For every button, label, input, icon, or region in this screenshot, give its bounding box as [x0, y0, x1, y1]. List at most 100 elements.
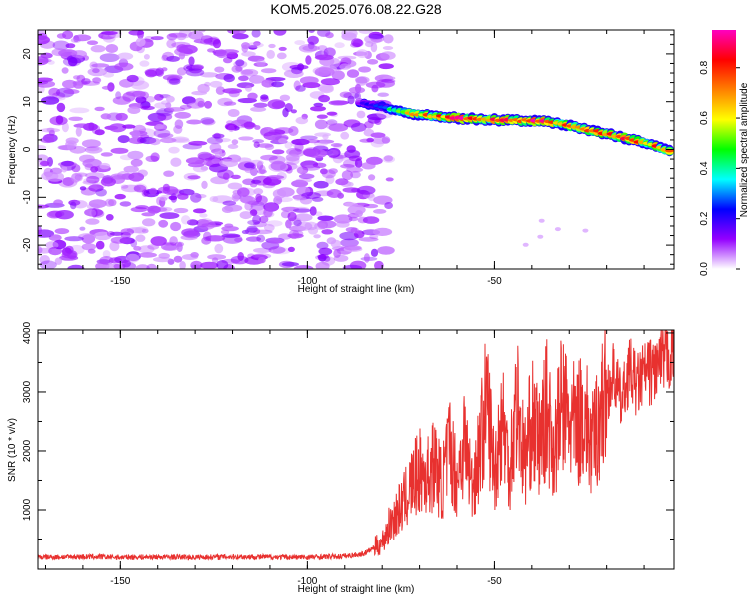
noise-cell	[169, 236, 178, 246]
noise-cell	[293, 265, 314, 269]
noise-cell	[71, 50, 87, 59]
noise-cell	[385, 177, 394, 182]
noise-cell	[356, 110, 366, 119]
noise-cell	[54, 228, 70, 235]
noise-cell	[207, 254, 227, 260]
noise-cell	[253, 62, 268, 67]
noise-cell	[271, 81, 284, 88]
noise-cell	[48, 87, 61, 97]
noise-cell	[199, 72, 218, 78]
noise-cell	[308, 30, 315, 33]
noise-cell	[39, 40, 56, 49]
noise-cell	[177, 193, 189, 200]
y-tick-label: 1000	[22, 498, 33, 521]
noise-cell	[259, 215, 269, 224]
noise-cell	[185, 157, 205, 165]
noise-cell	[362, 216, 380, 224]
noise-cell	[135, 264, 150, 269]
noise-cell	[215, 49, 228, 59]
noise-cell	[253, 102, 268, 108]
noise-cell	[246, 225, 258, 233]
noise-cell	[100, 113, 112, 120]
noise-cell	[368, 174, 376, 181]
noise-cell	[344, 149, 361, 159]
noise-cell	[221, 233, 241, 238]
noise-cell	[211, 257, 219, 264]
noise-cell	[333, 214, 353, 224]
noise-cell	[201, 236, 212, 245]
noise-cell	[45, 171, 65, 182]
noise-cell	[179, 104, 192, 110]
noise-cell	[257, 143, 274, 148]
noise-cell	[381, 78, 396, 84]
colorbar-bar	[712, 30, 736, 269]
noise-cell	[260, 154, 278, 161]
noise-cell	[522, 242, 529, 247]
noise-cell	[71, 173, 81, 183]
noise-cell	[126, 227, 147, 234]
noise-cell	[295, 85, 306, 92]
noise-cell	[380, 51, 396, 60]
noise-cell	[69, 107, 90, 114]
noise-cell	[201, 180, 208, 189]
noise-cell	[38, 144, 47, 151]
noise-cell	[86, 175, 100, 184]
noise-cell	[139, 60, 150, 67]
noise-cell	[260, 96, 269, 102]
noise-cell	[316, 241, 329, 250]
noise-cell	[41, 96, 60, 105]
x-tick-label: -50	[487, 276, 502, 287]
noise-cell	[149, 138, 161, 146]
noise-cell	[179, 261, 186, 269]
noise-cell	[235, 59, 245, 67]
noise-cell	[378, 63, 394, 70]
noise-cell	[225, 123, 238, 131]
noise-cell	[326, 120, 335, 125]
noise-cell	[317, 215, 334, 221]
noise-cell	[382, 46, 394, 50]
noise-cell	[327, 147, 341, 158]
noise-cell	[334, 42, 345, 49]
noise-cell	[67, 264, 85, 269]
noise-cell	[356, 49, 369, 59]
noise-cell	[223, 101, 237, 106]
noise-cell	[240, 68, 259, 77]
noise-cell	[317, 220, 329, 230]
noise-cell	[102, 250, 111, 259]
noise-cell	[292, 206, 310, 214]
noise-cell	[234, 237, 243, 243]
noise-cell	[200, 166, 209, 171]
noise-cell	[383, 34, 394, 44]
noise-cell	[272, 149, 285, 155]
noise-cell	[44, 133, 55, 140]
noise-cell	[245, 236, 262, 242]
noise-cell	[214, 66, 225, 73]
noise-cell	[243, 121, 255, 130]
noise-cell	[190, 192, 202, 203]
noise-cell	[266, 49, 276, 59]
noise-cell	[79, 226, 86, 231]
noise-cell	[288, 229, 300, 240]
noise-cell	[227, 182, 243, 190]
y-tick-label: 2000	[22, 439, 33, 462]
noise-cell	[328, 168, 338, 175]
noise-cell	[244, 201, 253, 211]
noise-cell	[244, 168, 256, 174]
noise-cell	[188, 140, 208, 146]
noise-cell	[355, 76, 370, 84]
noise-cell	[248, 75, 265, 84]
noise-cell	[286, 147, 302, 156]
noise-cell	[319, 85, 334, 94]
y-tick-label: 20	[22, 48, 33, 60]
noise-cell	[181, 228, 200, 237]
noise-cell	[126, 74, 139, 83]
noise-cell	[52, 40, 70, 51]
noise-cell	[247, 92, 258, 100]
noise-cell	[193, 208, 207, 214]
noise-cell	[120, 228, 135, 236]
noise-cell	[85, 172, 105, 180]
noise-cell	[86, 40, 99, 45]
noise-cell	[88, 122, 95, 131]
